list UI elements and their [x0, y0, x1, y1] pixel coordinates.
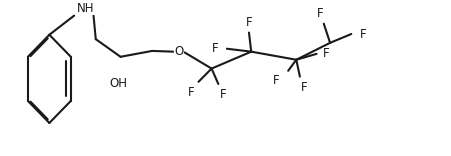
Text: F: F — [212, 42, 218, 55]
Text: F: F — [219, 88, 226, 101]
Text: F: F — [300, 81, 307, 94]
Text: F: F — [322, 47, 329, 60]
Text: O: O — [174, 45, 184, 58]
Text: F: F — [188, 86, 194, 99]
Text: F: F — [316, 7, 323, 20]
Text: F: F — [359, 27, 365, 41]
Text: F: F — [245, 16, 252, 29]
Text: F: F — [272, 74, 279, 88]
Text: NH: NH — [76, 2, 94, 15]
Text: OH: OH — [109, 77, 127, 90]
